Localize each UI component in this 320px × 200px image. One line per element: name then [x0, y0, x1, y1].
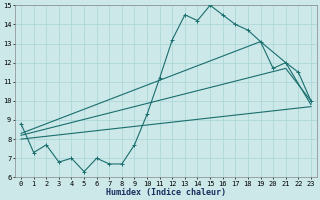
- X-axis label: Humidex (Indice chaleur): Humidex (Indice chaleur): [106, 188, 226, 197]
